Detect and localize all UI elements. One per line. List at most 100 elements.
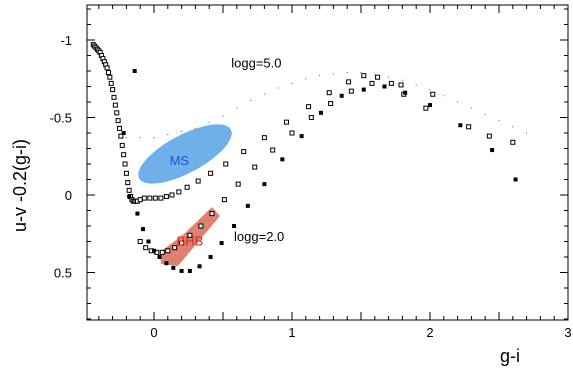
dotted-track-point bbox=[263, 93, 265, 95]
y-tick-label: 0 bbox=[65, 188, 72, 203]
dotted-track-point bbox=[512, 126, 514, 128]
open-square-point bbox=[143, 245, 149, 251]
open-square-point bbox=[114, 110, 120, 116]
filled-square-point bbox=[146, 239, 151, 244]
open-square-point bbox=[111, 94, 117, 100]
dotted-track-point bbox=[194, 127, 196, 129]
dotted-track-point bbox=[470, 107, 472, 109]
dotted-track-point bbox=[319, 75, 321, 77]
dotted-track-point bbox=[291, 82, 293, 84]
filled-square-point bbox=[513, 177, 518, 182]
dotted-track-point bbox=[208, 121, 210, 123]
x-tick-label: 0 bbox=[150, 325, 157, 340]
filled-square-point bbox=[132, 69, 137, 73]
filled-square-point bbox=[232, 224, 237, 228]
filled-square-point bbox=[339, 93, 344, 98]
filled-square-point bbox=[361, 87, 366, 92]
open-square-point bbox=[209, 211, 215, 217]
open-square-point bbox=[308, 115, 314, 120]
plot-frame bbox=[86, 4, 569, 321]
dotted-track-point bbox=[401, 79, 403, 81]
open-square-point bbox=[326, 90, 332, 96]
dotted-track-point bbox=[139, 137, 141, 139]
filled-square-point bbox=[318, 110, 323, 115]
open-square-point bbox=[159, 249, 165, 255]
open-square-point bbox=[510, 139, 516, 145]
open-square-point bbox=[184, 184, 190, 190]
open-square-point bbox=[141, 195, 147, 201]
filled-square-point bbox=[428, 103, 432, 108]
open-square-point bbox=[388, 80, 394, 86]
open-square-point bbox=[172, 245, 178, 251]
dotted-track-point bbox=[360, 72, 362, 74]
x-tick-label: 3 bbox=[564, 325, 571, 340]
open-square-point bbox=[466, 124, 472, 130]
filled-square-point bbox=[280, 157, 285, 162]
open-square-point bbox=[369, 80, 375, 86]
filled-square-point bbox=[197, 264, 202, 269]
ticks-layer: 0 1 2 3 -1 -0.5 0 0.5 bbox=[50, 5, 572, 340]
ms-region bbox=[138, 124, 232, 184]
filled-square-point bbox=[171, 265, 176, 270]
filled-square-point bbox=[164, 261, 169, 266]
dotted-track-point bbox=[484, 113, 486, 115]
open-square-point bbox=[348, 88, 354, 94]
dotted-track-point bbox=[167, 134, 169, 136]
filled-square-point bbox=[219, 241, 224, 246]
dotted-track-point bbox=[443, 95, 445, 97]
open-square-point bbox=[252, 164, 258, 170]
open-square-point bbox=[119, 142, 125, 148]
open-square-point bbox=[104, 65, 110, 71]
dotted-track-point bbox=[125, 137, 127, 139]
filled-square-point bbox=[382, 84, 387, 89]
dotted-track-point bbox=[498, 120, 500, 122]
open-square-point bbox=[270, 147, 276, 153]
open-square-point bbox=[306, 104, 312, 110]
filled-square-point bbox=[299, 134, 304, 139]
open-square-point bbox=[195, 178, 201, 184]
dotted-track-point bbox=[277, 87, 279, 89]
open-square-point bbox=[110, 87, 116, 93]
filled-square-point bbox=[458, 123, 463, 128]
open-square-point bbox=[165, 248, 171, 254]
open-square-point bbox=[486, 133, 492, 139]
annotation-logg5: logg=5.0 bbox=[231, 55, 281, 70]
filled-square-point bbox=[140, 227, 145, 232]
dotted-track-point bbox=[415, 84, 417, 86]
filled-square-point bbox=[208, 255, 213, 259]
open-square-point bbox=[123, 170, 129, 176]
dotted-track-point bbox=[429, 89, 431, 91]
filled-square-point bbox=[127, 194, 132, 199]
open-square-point bbox=[208, 170, 214, 176]
dotted-track-point bbox=[250, 99, 252, 101]
dotted-track-point bbox=[236, 107, 238, 109]
open-square-point bbox=[375, 74, 381, 80]
open-square-point bbox=[361, 73, 367, 79]
open-square-point bbox=[179, 240, 185, 246]
x-axis-title: g-i bbox=[500, 346, 520, 366]
ms-region-label: MS bbox=[170, 153, 190, 168]
open-square-point bbox=[328, 101, 334, 107]
open-square-point bbox=[198, 223, 204, 229]
open-square-point bbox=[121, 152, 127, 158]
open-square-point bbox=[187, 232, 193, 238]
open-square-point bbox=[235, 181, 241, 187]
open-square-point bbox=[163, 194, 169, 200]
filled-square-point bbox=[157, 255, 162, 259]
dotted-track-point bbox=[332, 73, 334, 75]
dotted-track-point bbox=[181, 130, 183, 132]
open-square-point bbox=[223, 161, 229, 167]
filled-square-point bbox=[179, 268, 184, 273]
open-square-point bbox=[115, 118, 121, 124]
open-square-point bbox=[176, 189, 182, 195]
open-square-point bbox=[346, 79, 352, 85]
filled-square-point bbox=[262, 182, 267, 187]
open-square-point bbox=[169, 192, 175, 198]
open-square-point bbox=[107, 74, 113, 80]
annotation-logg2: logg=2.0 bbox=[234, 229, 284, 244]
open-square-point bbox=[112, 102, 118, 108]
dotted-track-point bbox=[526, 132, 528, 134]
open-square-point bbox=[125, 180, 131, 186]
x-tick-label: 1 bbox=[288, 325, 295, 340]
